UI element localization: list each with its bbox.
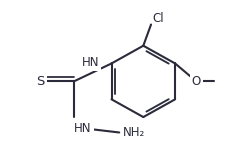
Text: HN: HN	[82, 56, 99, 69]
Text: NH₂: NH₂	[123, 126, 145, 139]
Text: HN: HN	[74, 122, 92, 135]
Text: Cl: Cl	[152, 12, 164, 25]
Text: O: O	[192, 75, 201, 88]
Text: S: S	[36, 75, 44, 88]
